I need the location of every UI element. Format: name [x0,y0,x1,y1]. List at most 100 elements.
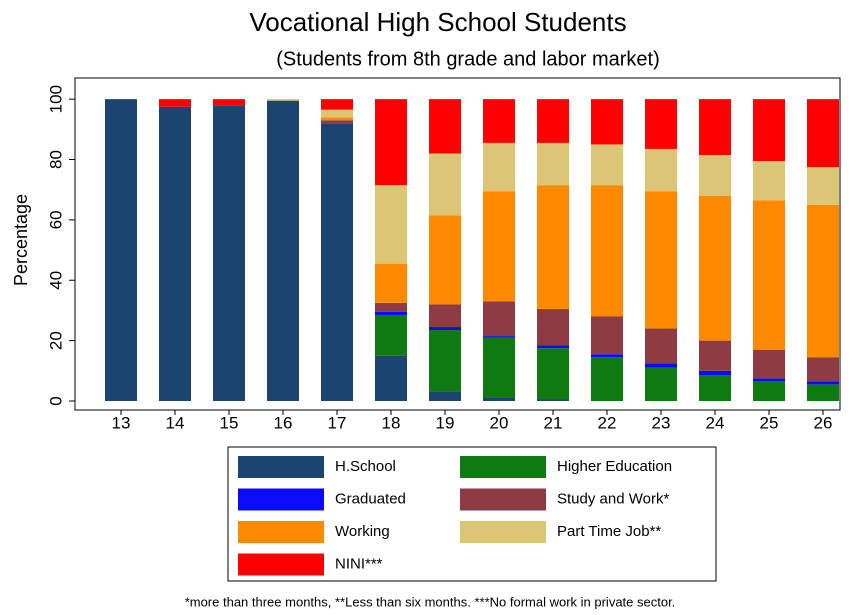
bar-segment [321,117,353,121]
bar-segment [537,185,569,309]
legend-box [227,446,717,582]
legend-swatch [238,521,324,543]
bar-segment [591,99,623,145]
x-tick-label: 17 [328,413,347,432]
bar-segment [321,109,353,118]
bar-segment [537,142,569,186]
legend-label: Study and Work* [557,490,669,507]
bar-segment [537,345,569,349]
bar-segment [321,99,353,110]
bar-segment [699,375,731,401]
bar-segment [591,185,623,317]
footnote: *more than three months, **Less than six… [185,594,676,609]
bar-segment [537,99,569,143]
bar-segment [753,161,785,201]
bar-segment [591,316,623,355]
bar-segment [753,99,785,162]
bar-segment [753,381,785,401]
bar-segment [591,354,623,358]
bar-segment [537,348,569,400]
x-tick-label: 14 [166,413,185,432]
bar-segment [267,99,299,101]
legend-swatch [238,456,324,478]
bar-segment [807,99,839,168]
x-tick-label: 18 [382,413,401,432]
x-tick-label: 21 [544,413,563,432]
bar-segment [375,355,407,401]
bar-segment [645,363,677,368]
bar-segment [645,99,677,149]
bar-segment [537,308,569,346]
x-tick-label: 19 [436,413,455,432]
y-tick-label: 80 [46,150,65,169]
bar-segment [429,99,461,154]
bar-segment [375,99,407,186]
bar-segment [105,99,137,401]
bar-segment [213,105,245,402]
plot-frame [74,77,841,411]
bar-segment [483,142,515,192]
x-tick-label: 16 [274,413,293,432]
bar-segment [159,99,191,107]
bar-segment [375,311,407,315]
x-tick-label: 15 [220,413,239,432]
x-tick-label: 13 [112,413,131,432]
bar-segment [807,204,839,358]
bar-segment [591,357,623,401]
bar-segment [483,99,515,143]
bar-segment [699,340,731,371]
bar-segment [213,99,245,106]
legend-label: Graduated [335,490,406,507]
legend-swatch [460,488,546,511]
chart-subtitle: (Students from 8th grade and labor marke… [276,48,660,70]
legend-label: NINI*** [335,555,383,572]
bar-segment [429,330,461,392]
bar-segment [807,167,839,205]
bar-segment [375,263,407,303]
bar-segment [699,195,731,341]
bar-segment [645,148,677,192]
x-tick-label: 25 [760,413,779,432]
bar-segment [267,100,299,401]
x-tick-label: 23 [652,413,671,432]
bar-segment [429,304,461,328]
bar-segment [375,302,407,312]
legend-swatch [238,488,324,511]
bar-segment [753,378,785,382]
bar-segment [699,154,731,196]
y-tick-label: 60 [46,210,65,229]
x-tick-label: 20 [490,413,509,432]
x-tick-label: 26 [814,413,833,432]
y-tick-label: 0 [46,396,65,405]
bar-segment [483,337,515,398]
y-axis-label: Percentage [11,194,31,286]
bar-segment [159,106,191,402]
y-tick-label: 100 [46,85,65,113]
y-tick-label: 40 [46,271,65,290]
bar-segment [429,153,461,216]
bar-segment [699,370,731,376]
legend-label: H.School [335,458,396,475]
bar-segment [483,301,515,337]
x-tick-label: 24 [706,413,725,432]
legend-label: Part Time Job** [557,523,661,540]
legend-label: Higher Education [557,458,672,475]
bar-segment [375,314,407,356]
bar-segment [591,144,623,186]
bar-segment [321,120,353,124]
legend-swatch [460,521,546,543]
bar-segment [699,99,731,155]
bar-segment [429,215,461,305]
bar-segment [537,399,569,401]
bar-segment [321,123,353,402]
bar-segment [645,191,677,329]
bar-segment [375,185,407,264]
bar-segment [645,328,677,364]
bar-segment [429,327,461,331]
chart-title: Vocational High School Students [249,7,626,37]
bar-segment [807,384,839,401]
bar-segment [753,349,785,379]
bar-segment [807,357,839,382]
bar-segment [753,200,785,350]
